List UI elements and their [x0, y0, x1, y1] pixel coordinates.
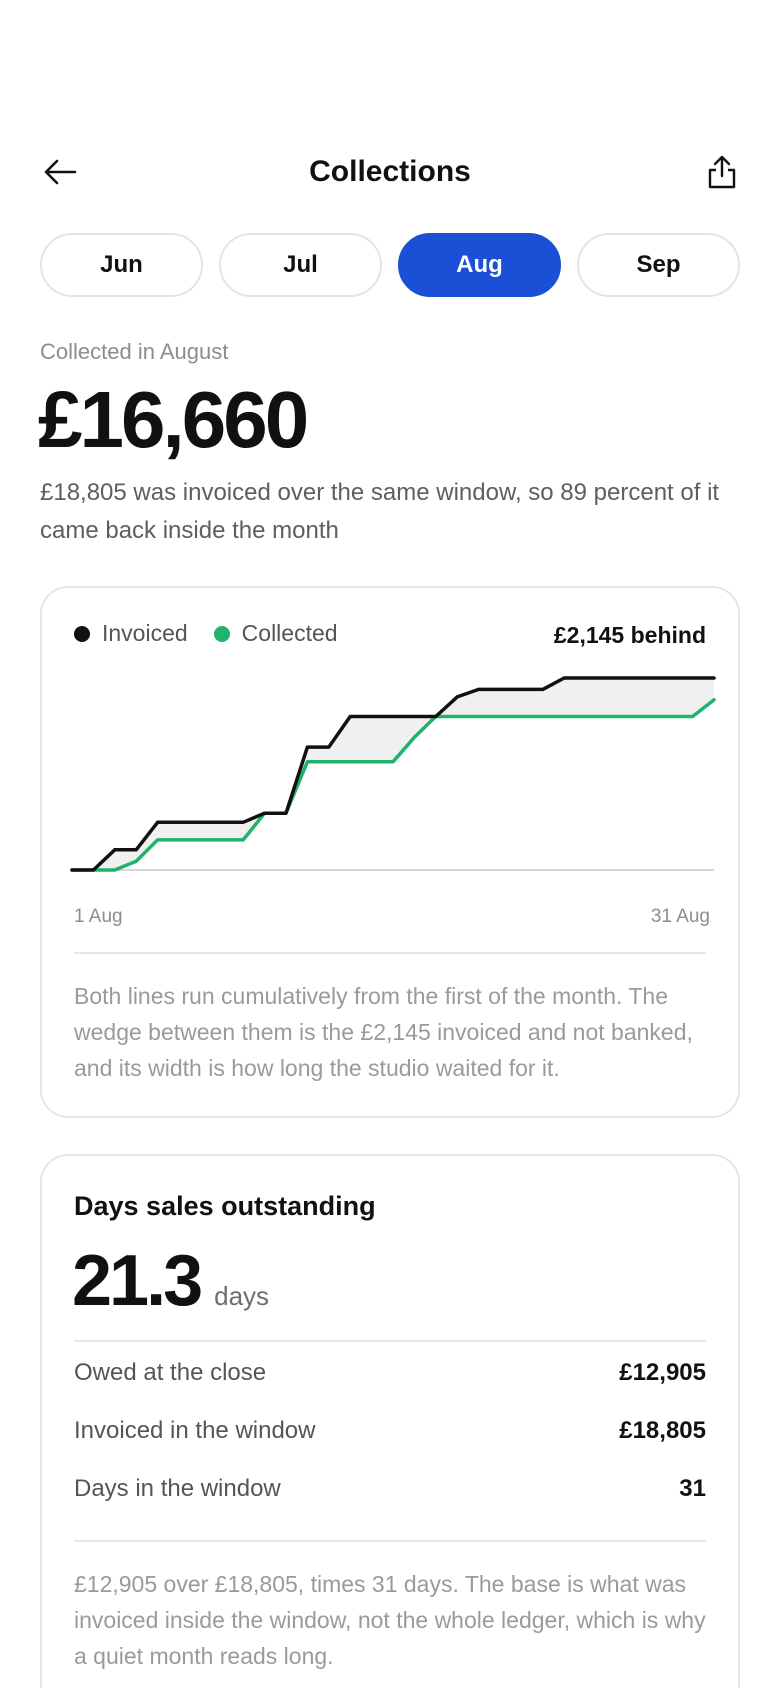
- metric-value: £12,905: [619, 1359, 706, 1386]
- dso-card: Days sales outstanding 21.3 days Owed at…: [40, 1154, 740, 1688]
- summary-note: £18,805 was invoiced over the same windo…: [40, 479, 720, 544]
- dso-title: Days sales outstanding: [74, 1191, 376, 1221]
- metric-row-owed: Owed at the close £12,905: [74, 1344, 706, 1402]
- metric-value: £18,805: [619, 1417, 706, 1444]
- dso-unit: days: [214, 1281, 270, 1311]
- series-line-collected: [70, 698, 716, 872]
- share-button[interactable]: [700, 150, 744, 194]
- legend-item-invoiced: Invoiced: [74, 620, 188, 647]
- chart-legend: Invoiced Collected: [74, 620, 338, 647]
- arrow-left-icon: [44, 159, 77, 185]
- legend-dot-invoiced: [74, 625, 90, 642]
- legend-label-collected: Collected: [241, 620, 338, 646]
- legend-label-invoiced: Invoiced: [102, 620, 188, 646]
- axis-label-start: 1 Aug: [74, 906, 123, 927]
- metric-label: Invoiced in the window: [74, 1417, 316, 1444]
- dso-metrics: Owed at the close £12,905 Invoiced in th…: [74, 1344, 706, 1518]
- axis-label-end: 31 Aug: [650, 906, 710, 927]
- tab-jul[interactable]: Jul: [219, 233, 382, 297]
- legend-dot-collected: [213, 625, 230, 642]
- metric-row-invoiced: Invoiced in the window £18,805: [74, 1402, 706, 1460]
- collections-chart-card: Invoiced Collected £2,145 behind 1 Aug 3…: [40, 586, 740, 1118]
- month-tabs: Jun Jul Aug Sep: [40, 233, 740, 298]
- tab-sep[interactable]: Sep: [577, 233, 740, 297]
- dso-value-row: 21.3 days: [72, 1236, 269, 1326]
- divider: [74, 1540, 706, 1542]
- tab-jun[interactable]: Jun: [40, 233, 203, 297]
- back-button[interactable]: [40, 152, 80, 192]
- metric-label: Days in the window: [74, 1475, 281, 1502]
- cumulative-chart: [70, 676, 716, 872]
- top-bar: Collections: [0, 140, 780, 204]
- summary-label: Collected in August: [40, 339, 229, 364]
- tab-aug[interactable]: Aug: [398, 233, 561, 297]
- metric-label: Owed at the close: [74, 1359, 267, 1386]
- series-line-invoiced: [70, 676, 716, 872]
- page-title: Collections: [309, 155, 471, 188]
- metric-row-days: Days in the window 31: [74, 1460, 706, 1518]
- metric-value: 31: [679, 1475, 706, 1502]
- divider: [74, 1340, 706, 1342]
- chart-note: Both lines run cumulatively from the fir…: [74, 983, 693, 1081]
- collected-amount: £16,660: [38, 375, 309, 464]
- dso-note: £12,905 over £18,805, times 31 days. The…: [74, 1571, 706, 1669]
- behind-amount: £2,145 behind: [553, 622, 706, 648]
- dso-value: 21.3: [72, 1241, 203, 1321]
- divider: [74, 952, 706, 954]
- share-icon: [708, 155, 736, 189]
- legend-item-collected: Collected: [213, 620, 338, 647]
